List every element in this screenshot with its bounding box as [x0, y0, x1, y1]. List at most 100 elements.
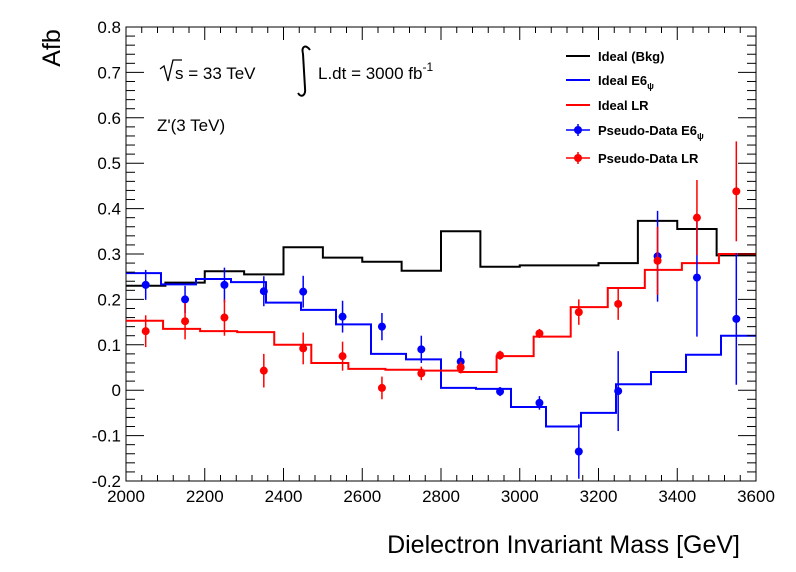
- data-marker: [535, 329, 544, 338]
- y-tick-label: 0.3: [97, 245, 121, 264]
- data-marker: [259, 366, 268, 375]
- data-point-pseudo-data-lr: [377, 376, 386, 400]
- y-tick-label: 0.1: [97, 336, 121, 355]
- data-point-pseudo-data-lr: [496, 350, 505, 360]
- data-point-pseudo-data-lr: [141, 315, 150, 348]
- data-point-pseudo-data-lr: [338, 341, 347, 371]
- data-marker: [299, 344, 308, 353]
- data-point-pseudo-data-lr: [614, 288, 623, 320]
- luminosity-label: L.dt = 3000 fb-1: [318, 60, 433, 83]
- y-tick-label: -0.1: [92, 427, 121, 446]
- x-tick-label: 3000: [501, 487, 539, 506]
- data-point-pseudo-data-e6: [220, 267, 229, 303]
- luminosity-annotation: L.dt = 3000 fb-1: [297, 45, 433, 97]
- data-marker: [732, 314, 741, 323]
- legend-label-text: Ideal E6: [598, 73, 647, 88]
- data-point-pseudo-data-lr: [653, 226, 662, 295]
- x-axis-title: Dielectron Invariant Mass [GeV]: [387, 531, 740, 559]
- data-marker: [181, 295, 190, 304]
- data-marker: [456, 363, 465, 372]
- data-point-pseudo-data-lr: [574, 299, 583, 325]
- legend-entry: Ideal (Bkg): [566, 49, 664, 64]
- data-point-pseudo-data-lr: [732, 141, 741, 242]
- legend-label: Pseudo-Data E6ψ: [598, 123, 704, 141]
- legend-label-text: Ideal LR: [598, 98, 649, 113]
- x-tick-label: 2600: [343, 487, 381, 506]
- x-tick-label: 2400: [265, 487, 303, 506]
- data-point-pseudo-data-lr: [299, 332, 308, 365]
- data-point-pseudo-data-lr: [259, 353, 268, 388]
- data-marker: [614, 387, 623, 396]
- energy-label: s = 33 TeV: [175, 64, 256, 83]
- data-marker: [574, 308, 583, 317]
- data-marker: [181, 317, 190, 326]
- legend-label-subscript: ψ: [647, 81, 654, 91]
- x-tick-label: 3600: [737, 487, 775, 506]
- data-marker: [141, 327, 150, 336]
- data-point-pseudo-data-lr: [417, 366, 426, 381]
- data-point-pseudo-data-lr: [456, 361, 465, 374]
- data-marker: [535, 398, 544, 407]
- data-marker: [692, 213, 701, 222]
- histogram-ideal-lr: [126, 253, 756, 374]
- data-marker: [141, 280, 150, 289]
- y-tick-label: 0.6: [97, 109, 121, 128]
- legend-label: Pseudo-Data LR: [598, 151, 699, 166]
- data-point-pseudo-data-e6: [496, 387, 505, 397]
- y-tick-label: 0.7: [97, 63, 121, 82]
- data-marker: [338, 312, 347, 321]
- data-marker: [377, 383, 386, 392]
- legend-entry: Ideal LR: [566, 98, 649, 113]
- data-point-pseudo-data-lr: [220, 299, 229, 336]
- y-tick-label: 0.5: [97, 154, 121, 173]
- data-point-pseudo-data-lr: [535, 328, 544, 338]
- legend-entry: Pseudo-Data E6ψ: [566, 123, 704, 141]
- data-point-pseudo-data-e6: [259, 276, 268, 307]
- legend-label: Ideal LR: [598, 98, 649, 113]
- legend-label: Ideal (Bkg): [598, 49, 664, 64]
- data-point-pseudo-data-lr: [692, 179, 701, 256]
- data-marker: [299, 287, 308, 296]
- legend-label: Ideal E6ψ: [598, 73, 654, 91]
- y-tick-label: 0.8: [97, 18, 121, 37]
- luminosity-exponent: -1: [422, 60, 433, 74]
- y-tick-label: -0.2: [92, 472, 121, 491]
- y-tick-label: 0: [112, 381, 121, 400]
- data-marker: [732, 187, 741, 196]
- y-tick-label: 0.2: [97, 290, 121, 309]
- data-point-pseudo-data-lr: [181, 303, 190, 340]
- data-marker: [338, 352, 347, 361]
- data-marker: [220, 280, 229, 289]
- legend-marker-dot: [574, 126, 582, 134]
- legend-label-text: Ideal (Bkg): [598, 49, 664, 64]
- data-marker: [220, 313, 229, 322]
- luminosity-text: L.dt = 3000 fb: [318, 64, 422, 83]
- data-point-pseudo-data-e6: [535, 396, 544, 410]
- legend-marker-dot: [574, 154, 582, 162]
- data-marker: [417, 345, 426, 354]
- x-tick-label: 2200: [186, 487, 224, 506]
- legend-entry: Ideal E6ψ: [566, 73, 654, 91]
- data-point-pseudo-data-e6: [299, 275, 308, 308]
- data-marker: [377, 322, 386, 331]
- data-marker: [496, 387, 505, 396]
- data-point-pseudo-data-e6: [574, 424, 583, 479]
- histogram-ideal-bkg-: [126, 219, 756, 287]
- x-tick-label: 3200: [580, 487, 618, 506]
- legend-entry: Pseudo-Data LR: [566, 151, 699, 166]
- data-marker: [259, 287, 268, 296]
- data-marker: [653, 256, 662, 265]
- legend-label-text: Pseudo-Data E6: [598, 123, 697, 138]
- data-marker: [614, 299, 623, 308]
- legend-label-subscript: ψ: [697, 131, 704, 141]
- data-point-pseudo-data-e6: [417, 335, 426, 363]
- data-marker: [417, 369, 426, 378]
- x-tick-label: 2800: [422, 487, 460, 506]
- data-point-pseudo-data-e6: [732, 253, 741, 385]
- histogram-ideal-e6: [126, 272, 756, 428]
- energy-annotation: s = 33 TeV: [159, 59, 256, 83]
- legend-label-text: Pseudo-Data LR: [598, 151, 699, 166]
- x-tick-label: 3400: [658, 487, 696, 506]
